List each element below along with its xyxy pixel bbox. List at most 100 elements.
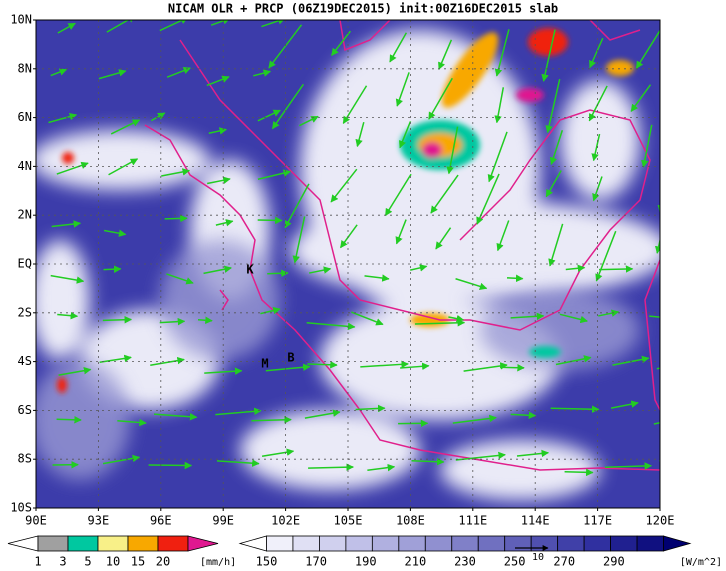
wind-arrow bbox=[203, 265, 232, 275]
colorbar-label: 20 bbox=[156, 555, 170, 569]
wind-arrow bbox=[164, 214, 188, 223]
wind-arrow bbox=[510, 411, 537, 420]
wind-arrow bbox=[253, 69, 272, 77]
colorbar-label: 1 bbox=[34, 555, 41, 569]
colorbar-cell bbox=[477, 535, 506, 552]
wind-arrow bbox=[102, 315, 133, 324]
lon-label: 108E bbox=[396, 514, 425, 528]
wind-arrow bbox=[153, 413, 198, 421]
wind-arrow bbox=[103, 265, 122, 273]
wind-arrow bbox=[545, 78, 561, 134]
wind-arrow bbox=[331, 30, 352, 56]
wind-arrow bbox=[641, 124, 653, 168]
wind-arrow bbox=[455, 278, 488, 291]
wind-arrow bbox=[103, 229, 127, 237]
lat-label: 10S bbox=[10, 501, 32, 515]
wind-arrow bbox=[161, 168, 191, 177]
wind-arrow bbox=[56, 415, 82, 424]
colorbar-unit: [mm/h] bbox=[200, 557, 236, 568]
wind-arrow bbox=[494, 29, 510, 77]
colorbar-cell bbox=[451, 535, 479, 552]
wind-arrow bbox=[98, 69, 127, 80]
wind-arrow bbox=[398, 121, 412, 149]
wind-arrow bbox=[166, 273, 194, 285]
wind-arrow bbox=[308, 266, 332, 274]
wind-arrow bbox=[367, 463, 396, 472]
lat-label: 2S bbox=[18, 305, 32, 319]
wind-arrow bbox=[57, 311, 79, 320]
lat-label: 6N bbox=[18, 110, 32, 124]
wind-arrow bbox=[595, 230, 617, 282]
wind-arrow bbox=[110, 119, 141, 135]
wind-arrow bbox=[500, 363, 525, 372]
lat-label: 8S bbox=[18, 452, 32, 466]
lon-label: 120E bbox=[646, 514, 675, 528]
wind-arrow bbox=[117, 418, 147, 427]
lat-label: 2N bbox=[18, 208, 32, 222]
wind-arrow bbox=[395, 219, 407, 245]
wind-arrow bbox=[56, 161, 89, 175]
wind-arrow bbox=[148, 461, 193, 470]
wind-arrow bbox=[51, 220, 82, 228]
wind-arrow bbox=[494, 87, 505, 124]
wind-arrow bbox=[267, 269, 289, 278]
wind-arrow bbox=[257, 169, 292, 180]
wind-arrow bbox=[496, 220, 510, 252]
wind-arrow bbox=[654, 237, 660, 254]
wind-arrow bbox=[260, 306, 281, 315]
lon-label: 111E bbox=[458, 514, 487, 528]
wind-arrow bbox=[216, 459, 260, 467]
wind-arrow bbox=[435, 227, 452, 250]
wind-arrow bbox=[151, 112, 166, 122]
colorbar-label: 290 bbox=[603, 555, 625, 569]
wind-arrow bbox=[545, 170, 562, 198]
wind-arrow bbox=[265, 363, 311, 372]
wind-arrow bbox=[304, 409, 341, 419]
colorbar-cell bbox=[636, 535, 664, 552]
wind-arrow bbox=[389, 32, 408, 63]
wind-arrow bbox=[657, 204, 660, 213]
colorbar-label: 3 bbox=[59, 555, 66, 569]
lon-label: 117E bbox=[583, 514, 612, 528]
wind-arrow bbox=[284, 183, 310, 229]
wind-arrow bbox=[166, 67, 191, 78]
colorbar-cell bbox=[292, 535, 320, 552]
wind-arrow bbox=[550, 405, 600, 413]
wind-arrow bbox=[476, 173, 500, 225]
wind-arrow bbox=[395, 72, 410, 107]
wind-arrow bbox=[664, 274, 679, 276]
wind-arrow bbox=[360, 360, 409, 369]
wind-arrow bbox=[99, 354, 132, 364]
colorbar-cell bbox=[127, 535, 159, 552]
wind-arrow bbox=[102, 454, 141, 465]
colorbar-label: 270 bbox=[553, 555, 575, 569]
wind-arrow bbox=[414, 319, 466, 327]
wind-arrow bbox=[410, 264, 428, 272]
station-label: B bbox=[287, 351, 294, 365]
wind-arrow bbox=[268, 24, 303, 69]
wind-arrow bbox=[555, 355, 592, 366]
colorbar-cell bbox=[610, 535, 638, 552]
colorbar-cell bbox=[238, 535, 267, 552]
colorbar-label: 190 bbox=[355, 555, 377, 569]
lat-label: 6S bbox=[18, 403, 32, 417]
wind-arrow bbox=[355, 121, 365, 148]
colorbar-label: 5 bbox=[84, 555, 91, 569]
colorbar-cell bbox=[157, 535, 189, 552]
lon-label: 96E bbox=[150, 514, 172, 528]
colorbar-cell bbox=[530, 535, 559, 552]
station-label: M bbox=[261, 357, 268, 371]
wind-arrow bbox=[261, 20, 286, 28]
wind-arrow bbox=[549, 129, 564, 165]
colorbar-cell bbox=[187, 535, 219, 552]
wind-arrow bbox=[446, 126, 459, 175]
wind-arrow bbox=[204, 367, 243, 375]
wind-arrow bbox=[589, 37, 604, 69]
lon-label: 105E bbox=[334, 514, 363, 528]
wind-arrow bbox=[487, 131, 508, 183]
wind-arrow bbox=[206, 75, 230, 87]
colorbar-label: 230 bbox=[454, 555, 476, 569]
wind-arrow bbox=[48, 112, 78, 124]
wind-arrow bbox=[208, 127, 227, 135]
